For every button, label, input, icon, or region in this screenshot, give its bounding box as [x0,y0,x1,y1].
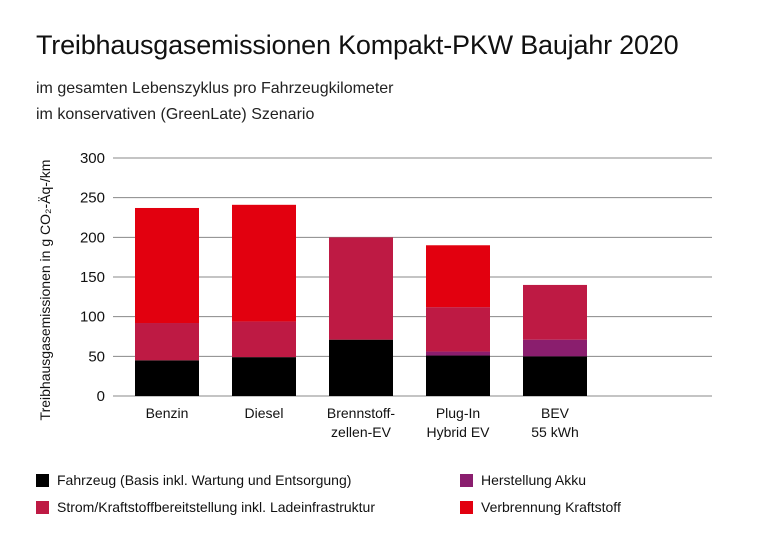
y-axis-label: Treibhausgasemissionen in g CO₂-Äq-/km [37,160,53,421]
legend-item-verbrennung: Verbrennung Kraftstoff [460,499,621,515]
legend-swatch [36,473,49,487]
chart-title: Treibhausgasemissionen Kompakt-PKW Bauja… [36,30,679,60]
legend-item-akku: Herstellung Akku [460,472,586,488]
bar-segment [426,307,490,352]
y-tick-label: 300 [80,150,105,167]
bar-segment [135,360,199,396]
legend-swatch [460,473,473,487]
y-tick-label: 50 [88,348,105,365]
bar-segment [135,207,199,324]
bar-segment [329,339,393,396]
y-tick-label: 100 [80,309,105,326]
x-tick-label: Brennstoff- [327,405,396,421]
chart-subtitle-2: im konservativen (GreenLate) Szenario [36,106,315,123]
legend-item-fahrzeug: Fahrzeug (Basis inkl. Wartung und Entsor… [36,472,351,488]
bar-segment [426,351,490,356]
bar-segment [232,321,296,358]
y-tick-label: 250 [80,190,105,207]
legend-swatch [460,500,473,514]
y-tick-label: 200 [80,229,105,246]
bar-segment [232,204,296,322]
bar-segment [135,323,199,361]
bar-segment [523,339,587,357]
legend-label: Verbrennung Kraftstoff [481,499,621,515]
x-tick-label: zellen-EV [331,424,392,440]
x-tick-label: 55 kWh [531,424,578,440]
bar-segment [232,357,296,396]
x-tick-label: Plug-In [436,405,480,421]
legend-swatch [36,500,49,514]
chart-subtitle-1: im gesamten Lebenszyklus pro Fahrzeugkil… [36,80,394,97]
bar-segment [426,245,490,308]
y-tick-label: 0 [97,388,105,405]
x-tick-label: Diesel [245,405,284,421]
bar-segment [523,356,587,396]
bar-segment [329,237,393,340]
legend-label: Herstellung Akku [481,472,587,488]
legend-label: Strom/Kraftstoffbereitstellung inkl. Lad… [57,499,376,515]
x-tick-label: BEV [541,405,570,421]
y-tick-label: 150 [80,269,105,286]
legend-item-strom: Strom/Kraftstoffbereitstellung inkl. Lad… [36,499,375,515]
x-tick-label: Hybrid EV [426,424,490,440]
x-tick-label: Benzin [146,405,189,421]
legend-label: Fahrzeug (Basis inkl. Wartung und Entsor… [57,472,352,488]
bar-segment [426,355,490,396]
bar-segment [523,284,587,340]
